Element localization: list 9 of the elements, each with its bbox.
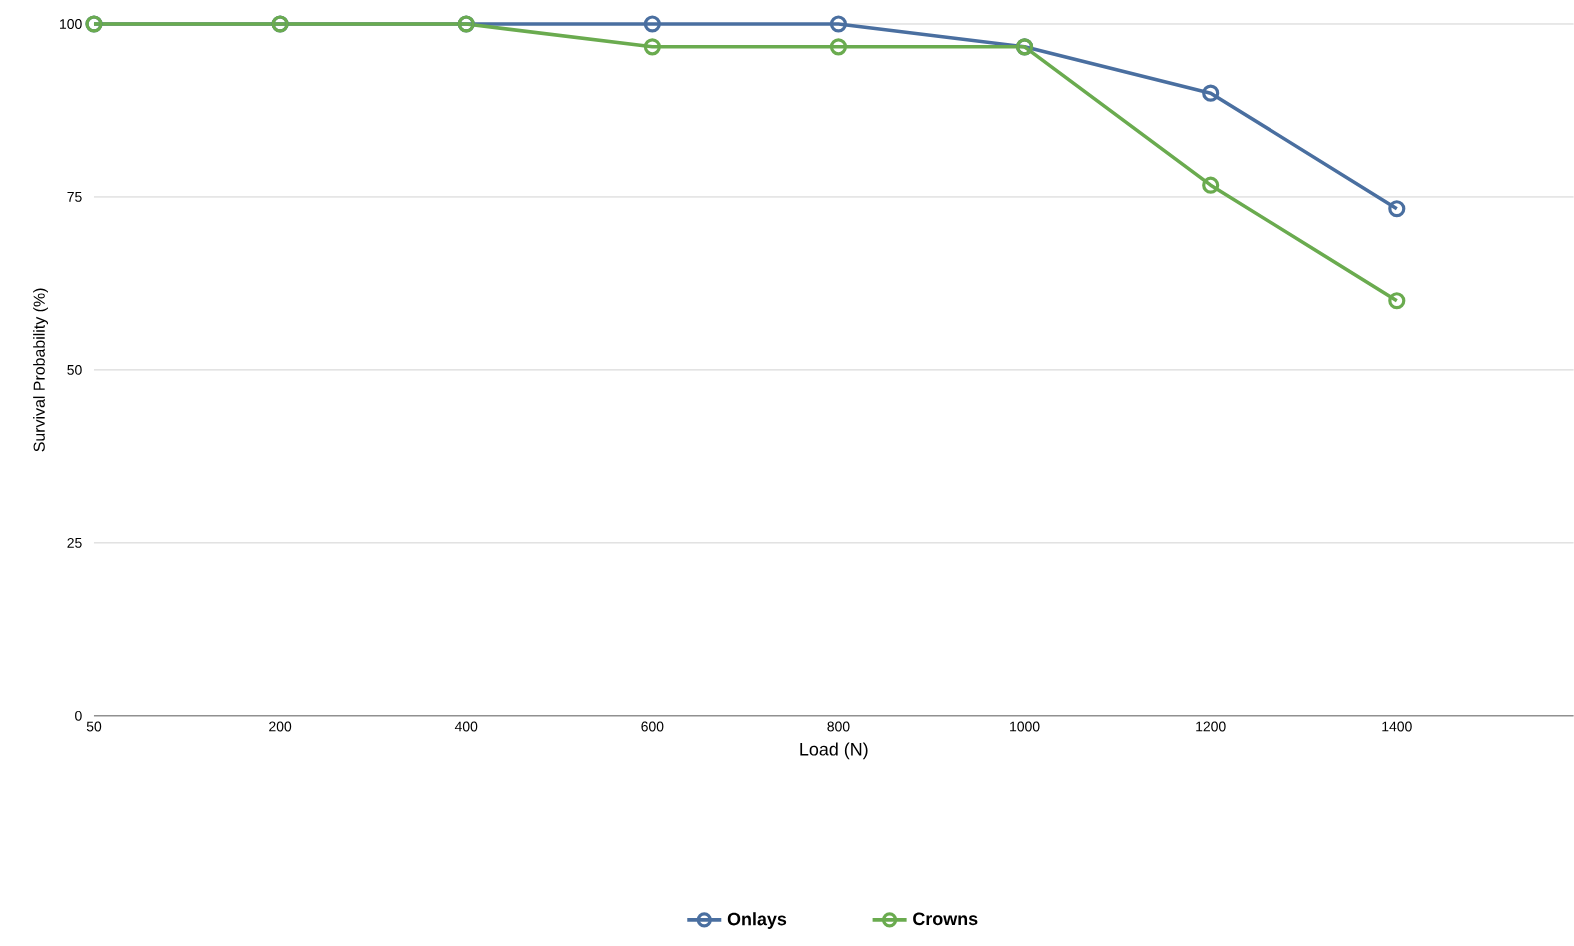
point [643,15,661,33]
point [829,38,848,56]
legend-label: Crowns [913,912,978,926]
point [829,15,848,33]
point [643,38,661,56]
point [1202,176,1220,194]
legend-label: Onlays [727,912,787,930]
point [1202,84,1220,102]
x-axis-title: Load (N) [800,742,868,760]
